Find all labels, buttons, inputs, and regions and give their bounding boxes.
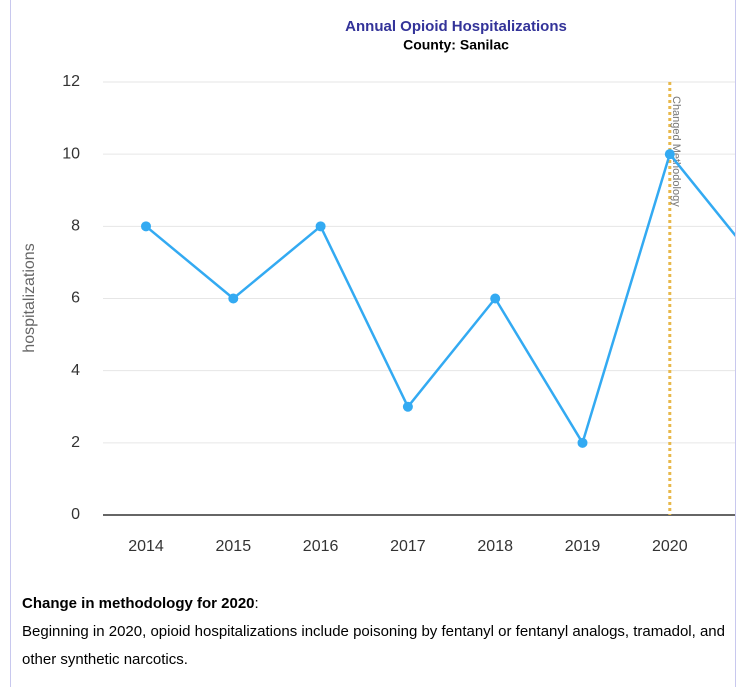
data-point [315, 221, 326, 232]
chart: Annual Opioid Hospitalizations County: S… [21, 18, 735, 555]
y-tick-label: 4 [71, 362, 80, 379]
data-point [228, 293, 239, 304]
note-punct: : [254, 595, 259, 612]
y-tick-label: 6 [71, 290, 80, 307]
plot-area: Changed Methodology [103, 81, 735, 516]
data-point [402, 401, 413, 412]
y-tick-label: 8 [71, 218, 80, 235]
note-heading-line: Change in methodology for 2020: [22, 590, 727, 618]
note: Change in methodology for 2020: Beginnin… [22, 590, 727, 674]
data-point [490, 293, 501, 304]
y-tick-label: 10 [62, 145, 80, 162]
x-tick-label: 2018 [477, 538, 513, 555]
x-tick-label: 2019 [565, 538, 601, 555]
note-heading: Change in methodology for 2020 [22, 595, 255, 612]
chart-title: Annual Opioid Hospitalizations [345, 18, 567, 35]
x-tick-label: 2015 [216, 538, 252, 555]
series-line [145, 151, 735, 446]
y-axis-label: hospitalizations [21, 243, 38, 352]
x-tick-label: 2020 [652, 538, 688, 555]
data-point [577, 437, 588, 448]
y-tick-label: 2 [71, 434, 80, 451]
plot-line-label: Changed Methodology [670, 96, 682, 207]
x-tick-label: 2017 [390, 538, 426, 555]
y-tick-label: 12 [62, 73, 80, 90]
note-body: Beginning in 2020, opioid hospitalizatio… [22, 623, 725, 668]
data-point [664, 149, 675, 160]
x-tick-label: 2016 [303, 538, 339, 555]
x-tick-label: 2014 [128, 538, 164, 555]
data-point [141, 221, 151, 232]
chart-subtitle: County: Sanilac [403, 37, 509, 53]
frame [10, 0, 736, 687]
y-tick-label: 0 [71, 506, 80, 523]
